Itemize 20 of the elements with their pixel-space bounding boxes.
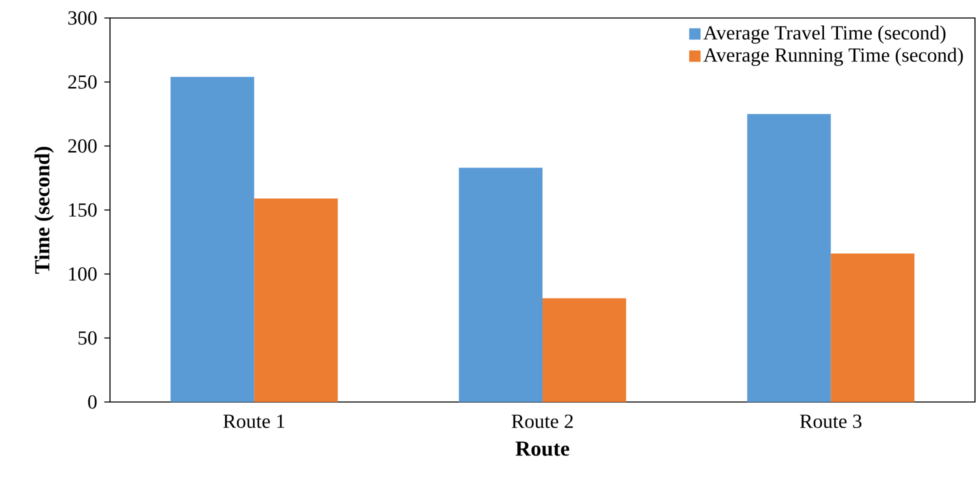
x-tick-label: Route 3 — [800, 414, 862, 428]
legend-label: Average Travel Time (second) — [703, 26, 946, 44]
x-tick-label: Route 2 — [512, 414, 573, 428]
y-tick-label: 250 — [68, 75, 97, 89]
legend-label: Average Running Time (second) — [703, 48, 963, 66]
x-axis-title: Route — [516, 442, 570, 456]
bar — [830, 254, 914, 402]
bar — [254, 198, 338, 402]
y-tick-label: 100 — [69, 267, 97, 281]
y-tick-label: 300 — [68, 11, 97, 25]
y-tick-label: 50 — [78, 331, 97, 345]
y-tick-label: 0 — [88, 395, 97, 409]
bar — [170, 76, 254, 402]
bar — [747, 114, 831, 402]
y-tick-label: 150 — [69, 203, 97, 217]
bar — [542, 298, 626, 402]
y-tick-label: 200 — [68, 139, 97, 153]
x-tick-label: Route 1 — [223, 414, 284, 428]
y-axis-title: Time (second) — [34, 146, 54, 274]
bar — [458, 168, 543, 402]
